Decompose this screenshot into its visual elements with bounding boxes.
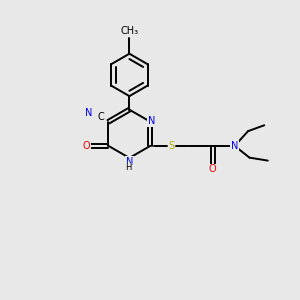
Text: N: N	[148, 116, 155, 126]
Text: N: N	[85, 108, 93, 118]
Text: CH₃: CH₃	[120, 26, 139, 36]
Text: O: O	[82, 141, 90, 151]
Text: C: C	[98, 112, 104, 122]
Text: O: O	[209, 164, 217, 174]
Text: H: H	[125, 163, 131, 172]
Text: N: N	[126, 157, 133, 167]
Text: S: S	[168, 141, 175, 151]
Text: N: N	[231, 141, 238, 151]
